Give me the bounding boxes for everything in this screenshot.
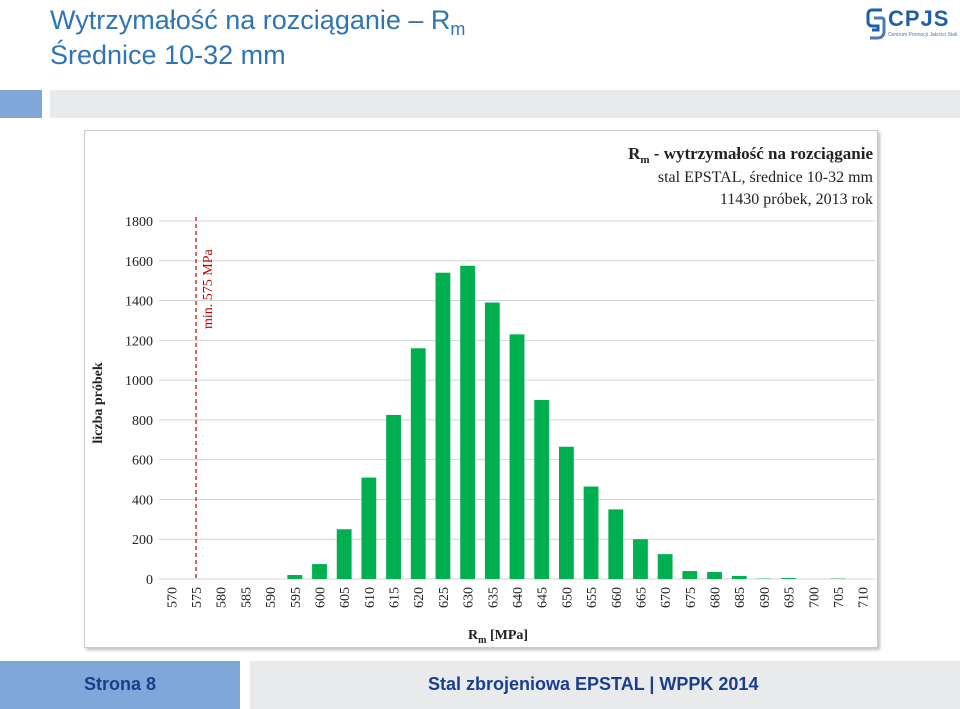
- y-tick-label: 1600: [125, 255, 153, 270]
- x-tick-label: 620: [412, 587, 427, 608]
- min-marker-label: min. 575 MPa: [201, 248, 216, 329]
- bar: [558, 446, 574, 579]
- y-tick-label: 600: [132, 454, 153, 469]
- bar: [731, 576, 747, 579]
- logo-wordmark: CPJS: [888, 6, 950, 31]
- bar: [633, 539, 648, 579]
- footer-title: Stal zbrojeniowa EPSTAL | WPPK 2014: [428, 674, 759, 694]
- x-axis-label-unit: [MPa]: [486, 628, 528, 643]
- bar: [361, 477, 377, 579]
- chart-title-line-1: Rm - wytrzymałość na rozciąganie: [628, 144, 873, 166]
- chart-container: 0 200 400 600 800 1000 1200 1400 1600 1800 570 575…: [84, 130, 878, 648]
- x-tick-label: 625: [437, 587, 452, 608]
- y-tick-label: 800: [132, 414, 153, 429]
- x-tick-label: 670: [659, 587, 674, 608]
- x-tick-label: 570: [165, 587, 180, 608]
- chart-title-text: - wytrzymałość na rozciąganie: [650, 144, 874, 163]
- x-tick-label: 645: [536, 587, 551, 608]
- title-main: Wytrzymałość na rozciąganie – R: [50, 5, 451, 35]
- page-number: Strona 8: [84, 674, 157, 694]
- y-axis-ticks: 0 200 400 600 800 1000 1200 1400 1600 1800: [125, 215, 153, 588]
- bar: [484, 302, 500, 579]
- bar: [460, 265, 476, 579]
- cpjs-logo-icon: [866, 8, 886, 40]
- histogram-chart: 0 200 400 600 800 1000 1200 1400 1600 1800 570 575…: [91, 144, 875, 646]
- x-tick-label: 595: [289, 587, 304, 608]
- title-subscript: m: [450, 19, 466, 39]
- x-tick-label: 695: [783, 587, 798, 608]
- x-tick-label: 675: [684, 587, 699, 608]
- bar: [608, 509, 624, 579]
- x-tick-label: 615: [388, 587, 403, 608]
- x-tick-label: 605: [338, 587, 353, 608]
- x-axis-label-symbol: R: [468, 628, 479, 643]
- bar: [534, 400, 550, 579]
- x-axis-label: Rm [MPa]: [468, 628, 528, 646]
- bar: [287, 575, 303, 579]
- header-band: [50, 90, 960, 118]
- chart-title-symbol: R: [628, 144, 641, 163]
- x-tick-label: 575: [190, 587, 205, 608]
- x-tick-label: 590: [264, 587, 279, 608]
- cpjs-logo: CPJS Centrum Promocji Jakości Stali: [866, 6, 958, 42]
- y-tick-label: 200: [132, 533, 153, 548]
- x-tick-label: 660: [610, 587, 625, 608]
- bar: [410, 348, 426, 579]
- x-tick-label: 600: [313, 587, 328, 608]
- x-tick-label: 685: [733, 587, 748, 608]
- bar: [657, 554, 673, 579]
- bar: [707, 572, 722, 579]
- x-tick-label: 700: [807, 587, 822, 608]
- x-tick-label: 640: [511, 587, 526, 608]
- y-tick-label: 1800: [125, 215, 153, 230]
- bar: [509, 334, 525, 579]
- y-tick-label: 400: [132, 493, 153, 508]
- y-tick-label: 1200: [125, 334, 153, 349]
- footer-band-accent: [0, 661, 240, 709]
- x-tick-label: 655: [585, 587, 600, 608]
- x-axis-label-subscript: m: [478, 635, 487, 646]
- bar: [435, 272, 451, 579]
- header-band-accent: [0, 90, 42, 118]
- title-line2: Średnice 10-32 mm: [50, 40, 286, 70]
- y-tick-label: 1000: [125, 374, 153, 389]
- chart-title-subscript: m: [640, 154, 649, 166]
- x-tick-label: 665: [634, 587, 649, 608]
- x-tick-label: 650: [560, 587, 575, 608]
- x-tick-label: 690: [758, 587, 773, 608]
- logo-tagline: Centrum Promocji Jakości Stali: [888, 32, 958, 38]
- bar: [583, 486, 599, 579]
- y-axis-label: liczba próbek: [91, 362, 106, 443]
- bar: [682, 571, 698, 579]
- bars: [287, 265, 846, 579]
- footer-band: [250, 661, 960, 709]
- bar: [781, 578, 796, 579]
- y-tick-label: 0: [146, 573, 153, 588]
- x-tick-label: 610: [363, 587, 378, 608]
- x-tick-label: 585: [239, 587, 254, 608]
- chart-title-line-2: stal EPSTAL, średnice 10-32 mm: [658, 169, 874, 186]
- bar: [386, 414, 401, 579]
- bar: [336, 529, 352, 579]
- x-tick-label: 580: [215, 587, 230, 608]
- bar: [312, 564, 327, 579]
- x-tick-label: 710: [857, 587, 872, 608]
- x-axis-ticks: 570 575 580 585 590 595 600 605 610 615 620 625 630 6…: [165, 587, 871, 608]
- x-tick-label: 705: [832, 587, 847, 608]
- slide-title: Wytrzymałość na rozciąganie – Rm Średnic…: [50, 4, 465, 71]
- x-tick-label: 630: [462, 587, 477, 608]
- x-tick-label: 635: [486, 587, 501, 608]
- x-tick-label: 680: [709, 587, 724, 608]
- chart-title-line-3: 11430 próbek, 2013 rok: [720, 191, 873, 208]
- y-tick-label: 1400: [125, 295, 153, 310]
